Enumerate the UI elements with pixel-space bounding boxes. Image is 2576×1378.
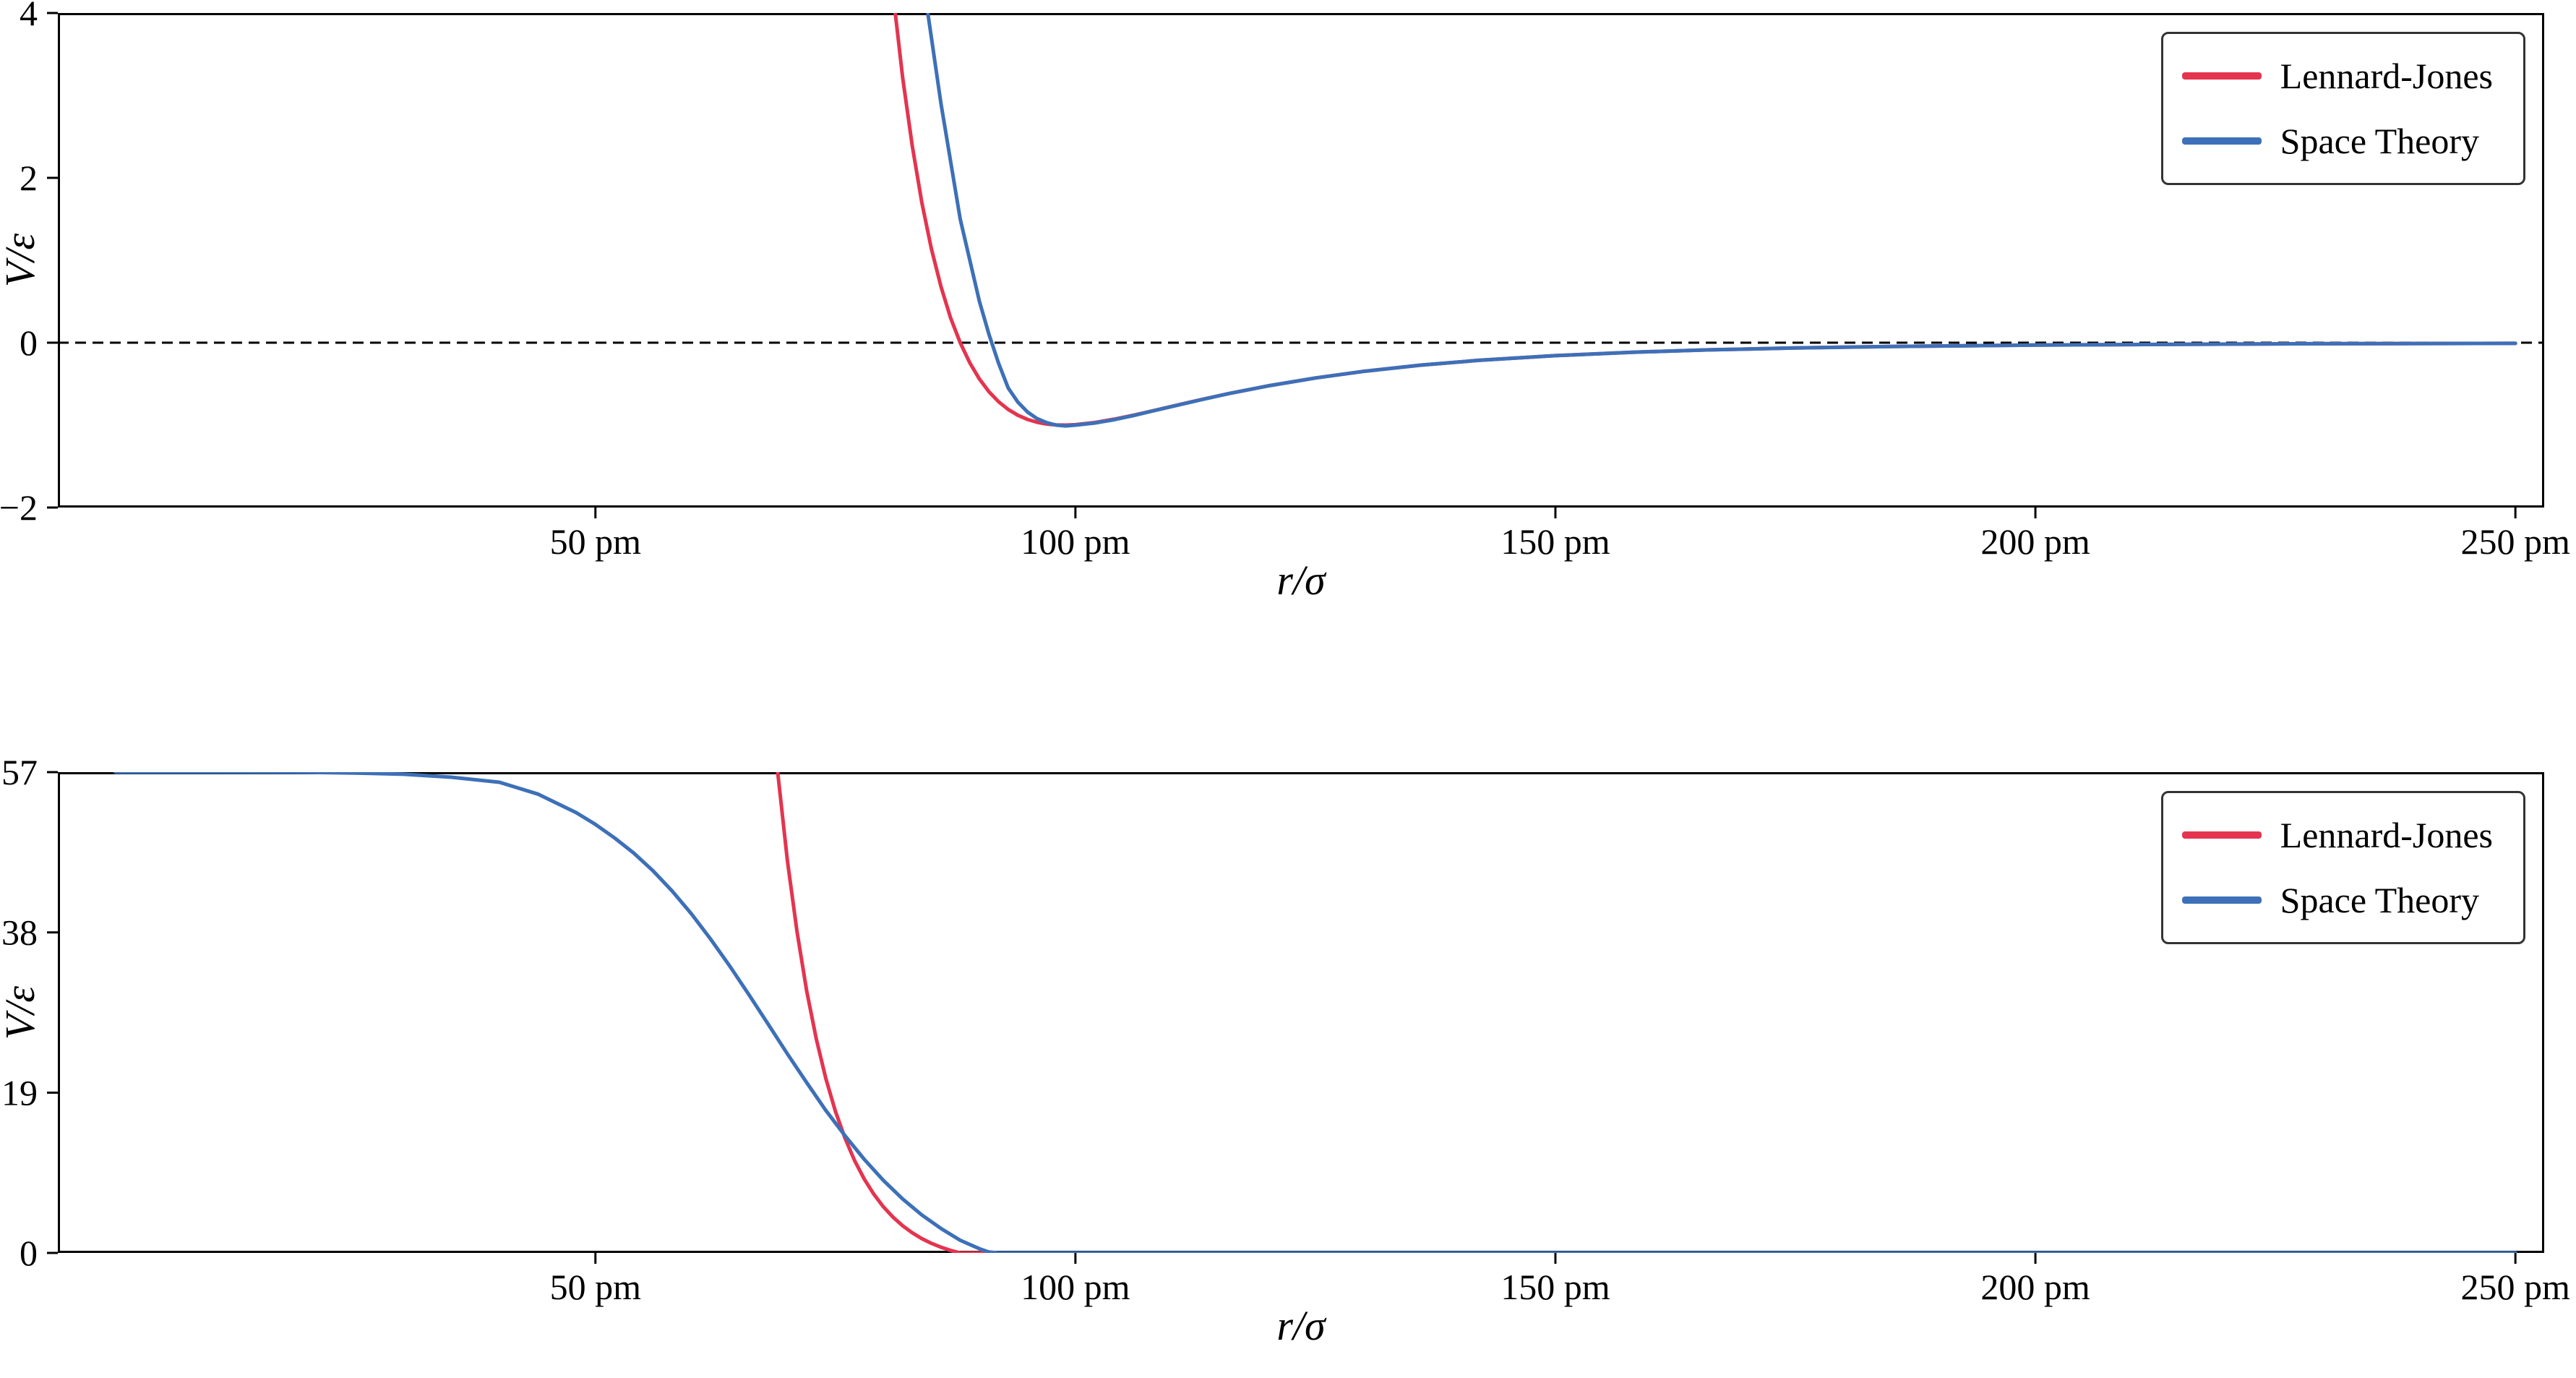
legend-item-lennard-jones: Lennard-Jones <box>2181 48 2493 103</box>
series-line-space-theory <box>113 772 2517 1253</box>
x-tick-label: 100 pm <box>1021 521 1130 562</box>
legend-label: Space Theory <box>2280 121 2480 161</box>
y-tick-label: 38 <box>1 912 38 953</box>
series-group <box>893 13 2517 428</box>
legend-line-swatch-blue <box>2181 896 2262 904</box>
legend-line-swatch-red <box>2181 72 2262 80</box>
y-tick-label: 0 <box>20 1233 38 1273</box>
y-tick-label: 57 <box>1 752 38 792</box>
bottom-plot-area: 50 pm 100 pm 150 pm 200 pm 250 pm 0 19 38 57 <box>1 752 2570 1307</box>
x-tick-label: 250 pm <box>2460 1267 2570 1307</box>
y-tick-label: 0 <box>20 322 38 363</box>
legend-item-space-theory: Space Theory <box>2181 873 2493 928</box>
x-axis-label: r/σ <box>1276 557 1326 604</box>
x-tick-label: 100 pm <box>1021 1267 1130 1307</box>
plot-frame <box>58 13 2544 508</box>
y-tick-label: 4 <box>20 0 38 33</box>
y-axis-label: V/ε <box>0 985 43 1040</box>
series-line-lennard-jones <box>776 772 2517 1253</box>
y-tick-label: 19 <box>1 1072 38 1113</box>
x-tick-label: 150 pm <box>1500 521 1610 562</box>
x-tick-label: 50 pm <box>550 1267 642 1307</box>
series-group <box>113 772 2517 1253</box>
series-line-space-theory <box>926 13 2517 428</box>
x-axis-label: r/σ <box>1276 1302 1326 1349</box>
y-axis-label: V/ε <box>0 233 43 288</box>
legend-label: Lennard-Jones <box>2280 815 2493 855</box>
x-tick-label: 150 pm <box>1500 1267 1610 1307</box>
legend-line-swatch-red <box>2181 831 2262 839</box>
x-tick-label: 200 pm <box>1980 521 2090 562</box>
legend-item-space-theory: Space Theory <box>2181 114 2493 168</box>
potential-chart-top: 50 pm 100 pm 150 pm 200 pm 250 pm −2 0 2 4 V/ε r… <box>0 0 2570 602</box>
potential-chart-bottom: 50 pm 100 pm 150 pm 200 pm 250 pm 0 19 38 57 V/ε… <box>0 752 2570 1347</box>
top-plot-area: 50 pm 100 pm 150 pm 200 pm 250 pm −2 0 2 4 <box>0 0 2570 562</box>
legend-line-swatch-blue <box>2181 137 2262 145</box>
legend: Lennard-Jones Space Theory <box>2160 32 2525 185</box>
y-tick-label: 2 <box>20 158 38 198</box>
legend: Lennard-Jones Space Theory <box>2160 791 2525 944</box>
legend-label: Space Theory <box>2280 880 2480 920</box>
legend-label: Lennard-Jones <box>2280 56 2493 96</box>
x-tick-label: 250 pm <box>2460 521 2570 562</box>
x-tick-label: 200 pm <box>1980 1267 2090 1307</box>
y-tick-label: −2 <box>0 487 38 528</box>
x-tick-label: 50 pm <box>550 521 642 562</box>
legend-item-lennard-jones: Lennard-Jones <box>2181 808 2493 863</box>
